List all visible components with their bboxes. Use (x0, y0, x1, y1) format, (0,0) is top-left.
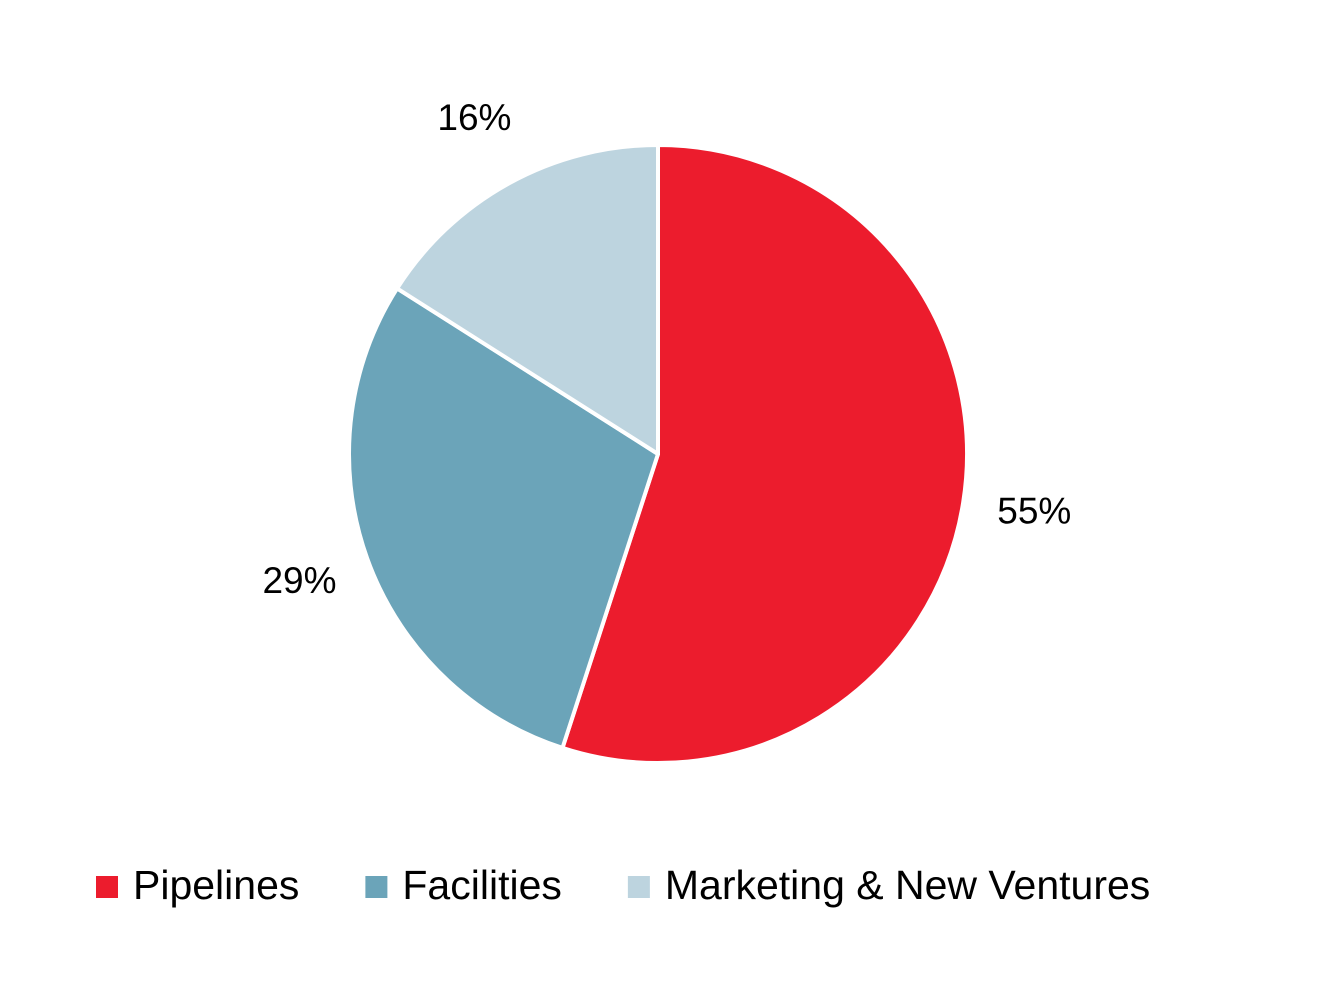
legend-swatch (365, 876, 388, 898)
legend-label: Pipelines (133, 862, 299, 908)
legend-label: Marketing & New Ventures (665, 862, 1150, 908)
data-label: 55% (997, 490, 1071, 531)
data-label: 16% (437, 97, 511, 138)
pie-slice (347, 286, 660, 750)
pie-slice (560, 143, 969, 765)
data-label: 29% (262, 560, 336, 601)
pie-slice (395, 143, 660, 456)
legend-swatch (627, 876, 650, 898)
legend-label: Facilities (402, 862, 561, 908)
legend-swatch (96, 876, 118, 898)
